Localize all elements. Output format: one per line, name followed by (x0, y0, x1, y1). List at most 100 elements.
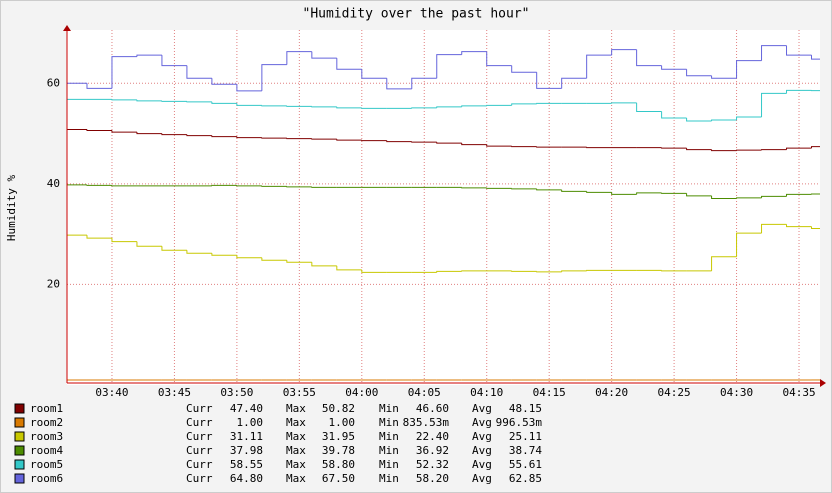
step-segment (761, 149, 787, 151)
x-tick-label: 03:45 (158, 386, 191, 399)
step-segment (686, 148, 712, 151)
step-segment (486, 187, 512, 189)
step-segment (111, 56, 137, 89)
stat-label: Min (379, 472, 399, 485)
stat-value: 46.60 (416, 402, 449, 415)
step-segment (361, 269, 387, 273)
step-segment (461, 187, 487, 189)
step-segment (811, 226, 820, 230)
stat-label: Avg (472, 472, 492, 485)
step-segment (111, 130, 137, 133)
step-segment (661, 147, 687, 149)
step-segment (686, 193, 712, 197)
step-segment (661, 111, 687, 119)
step-segment (436, 142, 462, 144)
y-arrow (63, 25, 71, 31)
step-segment (86, 129, 112, 132)
stat-label: Avg (472, 416, 492, 429)
step-segment (661, 270, 687, 272)
step-segment (511, 103, 537, 106)
stat-value: 58.20 (416, 472, 449, 485)
step-segment (636, 102, 662, 112)
step-segment (611, 49, 637, 56)
step-segment (236, 84, 262, 92)
stat-label: Min (379, 416, 399, 429)
step-segment (286, 260, 312, 263)
step-segment (336, 106, 362, 109)
step-segment (161, 100, 187, 102)
legend-swatch (14, 403, 25, 414)
step-segment (761, 195, 787, 198)
step-segment (361, 140, 387, 142)
step-segment (786, 224, 812, 228)
stat-value: 31.11 (230, 430, 263, 443)
step-segment (536, 271, 562, 273)
step-segment (686, 69, 712, 77)
x-arrow (820, 379, 826, 387)
step-segment (311, 51, 337, 59)
stat-label: Curr (186, 472, 213, 485)
step-segment (636, 49, 662, 67)
legend-swatch (14, 445, 25, 456)
legend-label: room2 (30, 416, 63, 429)
step-segment (736, 232, 762, 257)
step-segment (661, 192, 687, 194)
step-segment (611, 102, 637, 104)
step-segment (711, 75, 737, 79)
step-segment (511, 146, 537, 148)
step-segment (461, 105, 487, 107)
legend-label: room3 (30, 430, 63, 443)
stat-value: 48.15 (509, 402, 542, 415)
step-segment (511, 270, 537, 272)
step-segment (186, 134, 212, 137)
step-segment (586, 147, 612, 149)
step-segment (711, 119, 737, 121)
step-segment (436, 270, 462, 273)
step-segment (261, 185, 287, 187)
step-segment (211, 184, 237, 186)
x-tick-label: 03:40 (95, 386, 128, 399)
step-segment (411, 141, 437, 143)
step-segment (111, 99, 137, 101)
step-segment (186, 101, 212, 103)
stat-value: 58.80 (322, 458, 355, 471)
step-segment (786, 193, 812, 197)
step-segment (786, 45, 812, 56)
step-segment (586, 54, 612, 79)
stat-value: 50.82 (322, 402, 355, 415)
step-segment (236, 255, 262, 259)
step-segment (86, 83, 112, 89)
step-segment (536, 146, 562, 148)
step-segment (561, 77, 587, 89)
step-segment (136, 132, 162, 135)
stat-value: 52.32 (416, 458, 449, 471)
step-segment (286, 51, 312, 65)
step-segment (636, 192, 662, 195)
legend-label: room6 (30, 472, 63, 485)
x-tick-label: 04:10 (470, 386, 503, 399)
step-segment (386, 78, 412, 90)
step-segment (261, 137, 287, 139)
stat-label: Curr (186, 458, 213, 471)
stat-label: Max (286, 416, 306, 429)
stat-label: Avg (472, 430, 492, 443)
x-tick-label: 04:20 (595, 386, 628, 399)
step-segment (661, 65, 687, 70)
step-segment (786, 147, 812, 150)
step-segment (736, 197, 762, 199)
chart-title: "Humidity over the past hour" (303, 7, 530, 22)
step-segment (761, 92, 787, 117)
step-segment (461, 51, 487, 55)
step-segment (586, 269, 612, 271)
stat-value: 996.53m (496, 416, 543, 429)
x-tick-label: 04:25 (658, 386, 691, 399)
stat-label: Min (379, 430, 399, 443)
stat-value: 22.40 (416, 430, 449, 443)
legend-swatch (14, 431, 25, 442)
step-segment (411, 77, 437, 89)
step-segment (361, 69, 387, 79)
stat-label: Avg (472, 458, 492, 471)
step-segment (536, 188, 562, 191)
